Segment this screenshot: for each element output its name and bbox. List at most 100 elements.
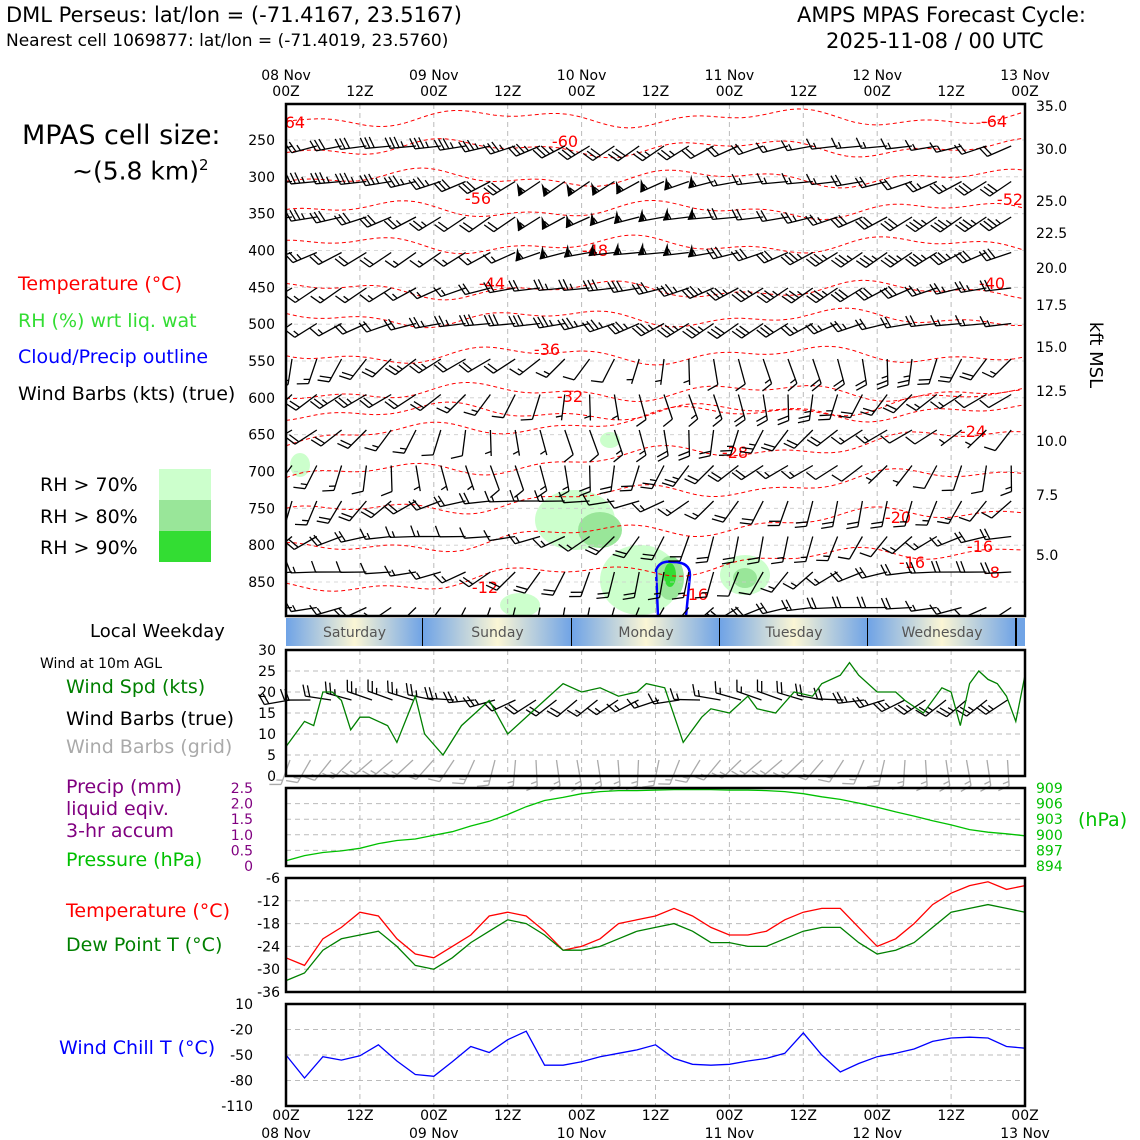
barb-full [557, 319, 565, 331]
cross-section-wind-barb [458, 180, 491, 195]
wind-barb-true [756, 679, 783, 701]
barb-full [288, 141, 297, 152]
barb-half [763, 145, 768, 152]
barb-full [785, 293, 796, 301]
top-hour-label: 00Z [568, 84, 595, 100]
cross-section-wind-barb [755, 250, 789, 264]
barb-full [458, 185, 468, 194]
barb-full [805, 173, 813, 185]
wind-barb-true [546, 699, 578, 718]
barb-full [794, 560, 806, 564]
barb-half [467, 485, 473, 491]
barb-full [313, 139, 322, 151]
barb-full [384, 505, 394, 515]
cross-section-wind-barb [458, 283, 491, 296]
barb-full [883, 178, 893, 189]
barb-half [375, 177, 380, 184]
wind-barb-true [852, 696, 885, 709]
cross-section-wind-barb [611, 607, 616, 616]
cross-section-wind-barb [706, 175, 739, 187]
barb-full [669, 688, 675, 700]
barb-half [821, 254, 828, 260]
cross-section-wind-barb [706, 287, 739, 301]
barb-half [843, 696, 848, 703]
barb-full [854, 319, 863, 331]
barb-full [714, 681, 717, 693]
barb-half [697, 690, 700, 697]
barb-half [697, 326, 704, 332]
cross-section-wind-barb [509, 358, 541, 376]
barb-full [261, 564, 266, 574]
barb-half [697, 287, 703, 294]
barb-full [756, 415, 767, 422]
barb-half [692, 180, 697, 187]
barb-half [722, 289, 728, 295]
cross-section-wind-barb [937, 358, 963, 383]
barb-full [904, 182, 914, 193]
barb-full [635, 454, 647, 463]
cross-section-wind-barb [632, 145, 665, 162]
barb-full [930, 314, 937, 327]
cross-section-wind-barb [905, 535, 938, 551]
barb-half [678, 592, 685, 595]
cross-section-wind-barb [613, 429, 624, 463]
barb-half [916, 287, 922, 294]
cross-section-wind-barb [584, 394, 592, 421]
barb-half [792, 326, 799, 332]
bottom-hour-label: 00Z [1011, 1108, 1038, 1124]
wind-barb-true [647, 693, 680, 705]
barb-half [965, 441, 972, 446]
pressure-level-label: 600 [248, 391, 275, 407]
barb-full [535, 371, 547, 378]
barb-full [876, 379, 888, 386]
cross-section-wind-barb [806, 287, 838, 304]
barb-full [359, 528, 366, 540]
barb-full [310, 439, 322, 447]
barb-full [462, 140, 471, 152]
cross-section-wind-barb [310, 560, 342, 573]
barb-half [871, 255, 878, 261]
barb-full [739, 248, 748, 259]
barb-shaft [870, 536, 888, 558]
barb-full [322, 489, 335, 492]
barb-half [989, 370, 997, 375]
barb-full [642, 482, 655, 486]
barb-full [918, 706, 930, 714]
barb-shaft [687, 216, 714, 221]
cross-section-wind-barb [780, 212, 813, 224]
barb-full [872, 702, 883, 712]
barb-full [958, 516, 971, 522]
barb-half [612, 415, 619, 420]
barb-full [334, 399, 345, 409]
cross-section-wind-barb [359, 251, 392, 268]
bottom-date-label: 09 Nov [409, 1126, 459, 1140]
barb-half [772, 290, 779, 296]
barb-half [764, 378, 771, 384]
barb-half [286, 379, 289, 382]
cross-section-wind-barb [384, 136, 417, 149]
barb-full [981, 371, 994, 378]
barb-half [653, 592, 661, 595]
barb-flag [638, 242, 645, 255]
cross-section-wind-barb [981, 500, 1012, 519]
cross-section-wind-barb [706, 208, 739, 220]
barb-half [916, 183, 922, 189]
barb-full [763, 443, 776, 448]
barb-full [340, 439, 352, 446]
contour-label: -12 [472, 578, 498, 597]
precip-y-tick: 0.5 [231, 843, 253, 859]
barb-full [509, 368, 520, 376]
barb-half [454, 695, 459, 702]
barb-full [937, 379, 950, 383]
cross-section-wind-barb [870, 500, 888, 529]
barb-full [761, 446, 773, 452]
barb-full [854, 177, 863, 189]
barb-full [918, 378, 931, 381]
barb-half [623, 323, 629, 329]
barb-full [418, 137, 425, 149]
precip-label-2: liquid eqiv. [66, 798, 169, 820]
cross-section-wind-barb [695, 536, 715, 564]
wind-barb-grid [867, 759, 886, 788]
barb-full [884, 220, 895, 229]
bottom-hour-label: 12Z [790, 1108, 817, 1124]
